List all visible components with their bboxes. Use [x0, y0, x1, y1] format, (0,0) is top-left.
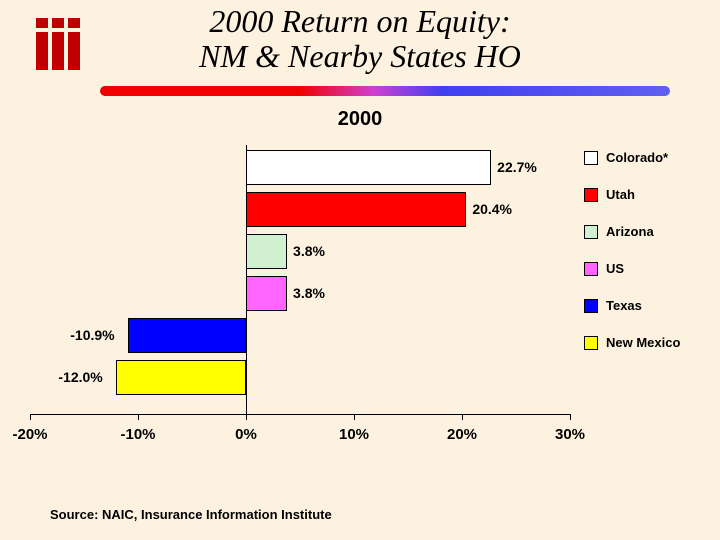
- legend-label: New Mexico: [606, 335, 680, 350]
- chart-area: 22.7%20.4%3.8%3.8%-10.9%-12.0%-20%-10%0%…: [30, 140, 570, 470]
- x-tick: [570, 414, 571, 420]
- bar-texas: [128, 318, 246, 353]
- bar-new-mexico: [116, 360, 246, 395]
- bar-us: [246, 276, 287, 311]
- bar-colorado-: [246, 150, 491, 185]
- legend-swatch: [584, 225, 598, 239]
- iii-logo: [32, 18, 84, 75]
- x-tick: [30, 414, 31, 420]
- legend-swatch: [584, 188, 598, 202]
- legend-label: Texas: [606, 298, 642, 313]
- x-tick: [462, 414, 463, 420]
- page-title: 2000 Return on Equity: NM & Nearby State…: [0, 0, 720, 73]
- bar-arizona: [246, 234, 287, 269]
- x-tick-label: 30%: [555, 426, 585, 443]
- source-text: Source: NAIC, Insurance Information Inst…: [50, 507, 332, 522]
- bar-label: 3.8%: [293, 243, 325, 259]
- header: 2000 Return on Equity: NM & Nearby State…: [0, 0, 720, 90]
- x-tick: [246, 414, 247, 420]
- bar-label: -12.0%: [58, 369, 102, 385]
- bar-label: 3.8%: [293, 285, 325, 301]
- x-tick-label: -10%: [120, 426, 155, 443]
- legend-label: Colorado*: [606, 150, 668, 165]
- chart-title: 2000: [0, 108, 720, 131]
- bar-label: 20.4%: [472, 201, 512, 217]
- x-tick-label: 10%: [339, 426, 369, 443]
- legend-swatch: [584, 299, 598, 313]
- legend-label: Arizona: [606, 224, 654, 239]
- x-tick-label: 0%: [235, 426, 257, 443]
- x-tick-label: -20%: [12, 426, 47, 443]
- x-tick: [354, 414, 355, 420]
- bar-label: -10.9%: [70, 327, 114, 343]
- legend-swatch: [584, 151, 598, 165]
- title-line1: 2000 Return on Equity:: [209, 3, 510, 39]
- legend-swatch: [584, 336, 598, 350]
- legend: Colorado* Utah Arizona US Texas New Mexico: [584, 150, 704, 372]
- legend-label: Utah: [606, 187, 635, 202]
- chart-plot: 22.7%20.4%3.8%3.8%-10.9%-12.0%-20%-10%0%…: [30, 140, 570, 420]
- gradient-divider-bar: [100, 86, 670, 96]
- title-line2: NM & Nearby States HO: [199, 38, 521, 74]
- legend-item: Texas: [584, 298, 704, 313]
- x-axis: [30, 414, 570, 415]
- bar-label: 22.7%: [497, 159, 537, 175]
- legend-item: Utah: [584, 187, 704, 202]
- bar-utah: [246, 192, 466, 227]
- x-tick-label: 20%: [447, 426, 477, 443]
- legend-swatch: [584, 262, 598, 276]
- legend-label: US: [606, 261, 624, 276]
- legend-item: Arizona: [584, 224, 704, 239]
- legend-item: US: [584, 261, 704, 276]
- legend-item: New Mexico: [584, 335, 704, 350]
- x-tick: [138, 414, 139, 420]
- legend-item: Colorado*: [584, 150, 704, 165]
